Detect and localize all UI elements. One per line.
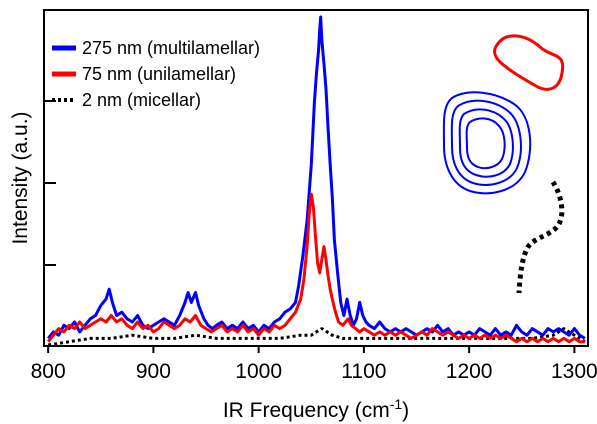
- inset-drawings: [442, 34, 565, 294]
- series-layer: [47, 15, 586, 347]
- inset-blue-rings: [442, 91, 532, 195]
- y-axis-ticks: [45, 100, 56, 266]
- x-tick-label: 1100: [341, 360, 386, 383]
- series-line-2nm: [47, 327, 586, 347]
- x-tick-label: 800: [31, 360, 66, 383]
- y-axis-title: Intensity (a.u.): [9, 111, 32, 244]
- legend-label-multilamellar: 275 nm (multilamellar): [82, 38, 260, 58]
- legend-label-unilamellar: 75 nm (unilamellar): [82, 64, 236, 84]
- x-axis-ticks: 800 900 1000 1100 1200 1300: [31, 346, 597, 383]
- series-line-75nm: [47, 192, 585, 344]
- x-tick-label: 1200: [446, 360, 493, 383]
- x-axis-title-main: IR Frequency (cm: [223, 399, 390, 422]
- x-tick-label: 900: [136, 360, 171, 383]
- plot-frame: [43, 9, 589, 347]
- x-axis-title-end: ): [402, 399, 409, 422]
- inset-red-loop: [493, 34, 565, 91]
- x-tick-label: 1300: [551, 360, 597, 383]
- inset-black-dotted-line: [516, 180, 565, 294]
- x-tick-label: 1000: [235, 360, 282, 383]
- legend: 275 nm (multilamellar) 75 nm (unilamella…: [52, 38, 260, 110]
- legend-label-micellar: 2 nm (micellar): [82, 90, 201, 110]
- x-axis-title: IR Frequency (cm-1): [223, 396, 409, 422]
- x-axis-title-superscript: -1: [390, 396, 403, 412]
